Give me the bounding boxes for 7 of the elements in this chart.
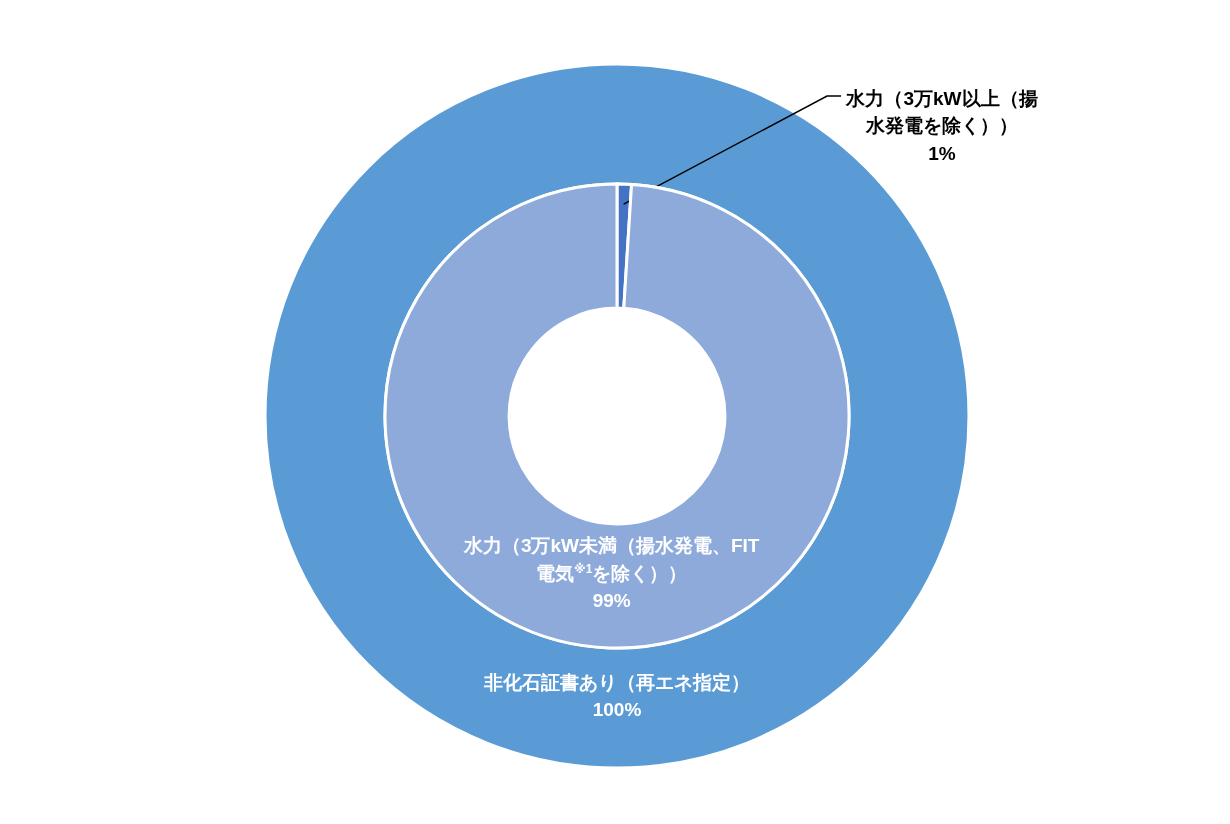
data-label: 1%	[928, 142, 956, 164]
slice-label: 非化石証書あり（再エネ指定）	[484, 671, 750, 693]
slice-label: 水力（3万kW以上（揚水発電を除く））	[846, 87, 1038, 137]
data-label: 100%	[592, 699, 642, 721]
donut-slice	[383, 182, 851, 650]
data-label: 99%	[592, 590, 631, 612]
slice-label: 水力（3万kW未満（揚水発電、FIT電気$^{※1}$を除く））	[463, 535, 760, 584]
